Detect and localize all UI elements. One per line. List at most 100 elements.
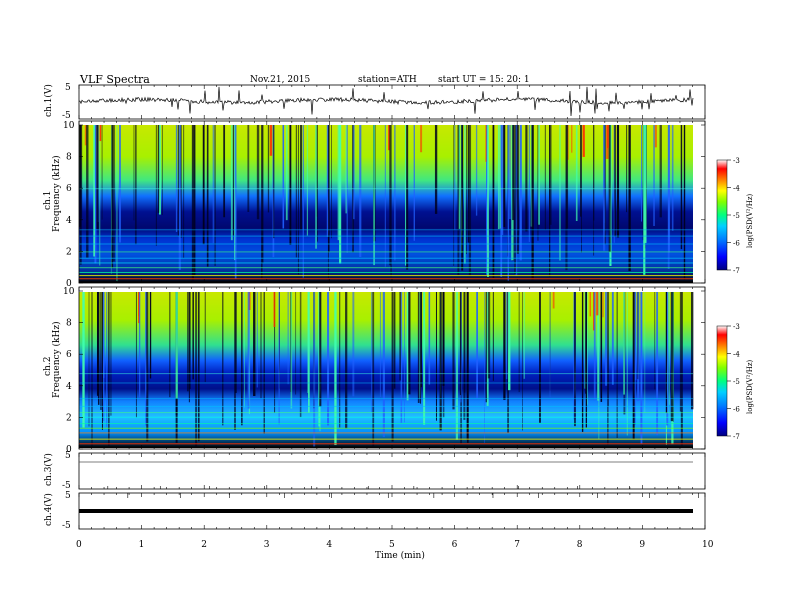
spectral-stripe	[94, 125, 97, 264]
spectral-stripe	[656, 292, 659, 436]
spectral-stripe	[134, 125, 137, 245]
spectral-stripe	[408, 292, 411, 395]
y-tick-label: 6	[66, 350, 72, 360]
spectral-stripe	[628, 125, 631, 272]
spectral-stripe	[466, 292, 469, 443]
spectral-stripe	[253, 292, 256, 396]
spectral-stripe	[256, 292, 258, 388]
spectral-stripe	[403, 292, 405, 423]
spectral-stripe	[538, 125, 540, 225]
spectral-stripe	[484, 292, 485, 443]
x-tick-label: 1	[139, 540, 145, 550]
spectral-stripe	[327, 292, 330, 426]
spectral-stripe	[690, 292, 694, 410]
spectral-stripe	[379, 292, 381, 397]
spectral-stripe	[537, 125, 539, 241]
spectral-stripe	[613, 125, 615, 243]
colorbar-tick-label: -6	[733, 406, 740, 414]
spectral-stripe	[507, 125, 509, 281]
spectral-stripe	[159, 125, 161, 215]
spectral-stripe	[133, 125, 135, 221]
spectral-stripe	[640, 292, 643, 437]
ch1-waveform	[78, 86, 694, 117]
spectral-stripe	[593, 125, 595, 256]
spectral-stripe	[420, 292, 423, 388]
frequency-line	[79, 251, 693, 253]
spectral-stripe	[339, 125, 342, 264]
spectral-stripe	[299, 292, 302, 418]
frequency-line	[79, 235, 693, 237]
spectral-stripe	[86, 125, 89, 258]
spectral-stripe	[680, 292, 683, 446]
spectral-stripe	[584, 292, 586, 389]
spectral-stripe	[99, 125, 102, 142]
spectral-stripe	[641, 125, 642, 222]
spectral-stripe	[516, 125, 519, 254]
spectral-stripe	[514, 125, 516, 274]
spectral-stripe	[116, 125, 118, 282]
spectral-stripe	[626, 125, 628, 213]
frequency-line	[79, 382, 693, 384]
y-axis-label: ch.1(V)	[43, 84, 54, 117]
y-tick-label: 5	[65, 451, 71, 461]
spectral-stripe	[119, 125, 121, 243]
spectral-stripe	[654, 125, 657, 148]
x-tick-label: 3	[264, 540, 270, 550]
frequency-line	[79, 423, 693, 425]
spectral-stripe	[665, 292, 668, 414]
spectral-stripe	[666, 292, 669, 426]
spectral-stripe	[235, 292, 237, 393]
spectral-stripe	[99, 125, 101, 266]
x-tick-label: 9	[639, 540, 645, 550]
spectral-stripe	[110, 125, 112, 274]
spectral-stripe	[671, 125, 674, 231]
spectral-stripe	[486, 125, 488, 275]
spectral-stripe	[244, 292, 245, 408]
spectral-stripe	[161, 125, 163, 216]
spectral-stripe	[452, 292, 455, 410]
spectral-stripe	[487, 292, 491, 379]
spectral-stripe	[317, 125, 318, 242]
spectral-stripe	[197, 292, 200, 442]
spectral-stripe	[222, 292, 224, 426]
frequency-line	[79, 275, 693, 277]
spectral-stripe	[289, 125, 292, 245]
y-axis-label: ch.3(V)	[43, 453, 54, 486]
colorbar-tick-label: -3	[733, 323, 740, 331]
spectral-stripe	[261, 125, 264, 264]
spectral-stripe	[169, 292, 171, 398]
spectral-stripe	[273, 292, 276, 327]
spectral-stripe	[419, 292, 421, 400]
spectral-stripe	[467, 125, 470, 243]
spectral-stripe	[492, 125, 495, 279]
spectral-stripe	[607, 125, 609, 149]
y-tick-label: 0	[66, 445, 72, 455]
spectral-stripe	[247, 125, 250, 212]
x-tick-label: 7	[514, 540, 520, 550]
spectral-stripe	[315, 125, 317, 249]
spectral-stripe	[230, 125, 233, 241]
spectral-stripe	[442, 292, 445, 386]
spectral-stripe	[212, 125, 215, 244]
frequency-line	[79, 278, 693, 280]
spectral-stripe	[399, 292, 401, 381]
spectral-stripe	[383, 292, 385, 433]
spectral-stripe	[88, 292, 90, 427]
spectral-stripe	[549, 292, 551, 398]
x-tick-label: 4	[326, 540, 332, 550]
spectral-stripe	[145, 292, 148, 426]
spectral-stripe	[84, 125, 87, 146]
spectral-stripe	[523, 292, 525, 379]
spectral-stripe	[680, 125, 683, 250]
spectral-stripe	[391, 292, 394, 442]
ch3-wave-frame	[78, 452, 706, 490]
spectral-stripe	[552, 292, 555, 309]
spectral-stripe	[602, 125, 606, 251]
spectral-stripe	[267, 125, 270, 213]
spectral-stripe	[193, 125, 196, 276]
spectral-stripe	[175, 292, 178, 399]
spectral-stripe	[295, 125, 298, 258]
x-tick-label: 0	[76, 540, 82, 550]
spectral-stripe	[319, 292, 322, 407]
